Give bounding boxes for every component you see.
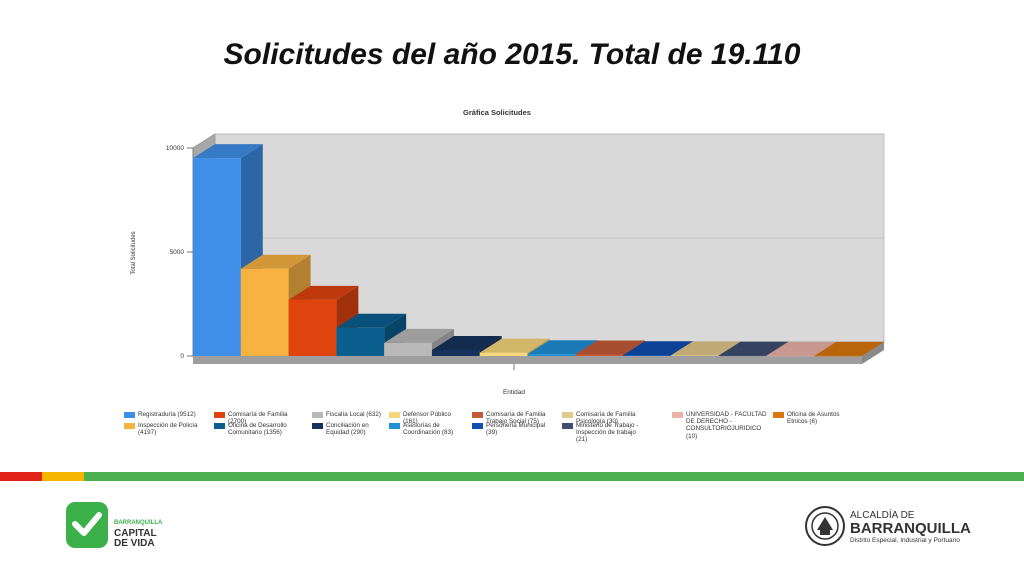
bar-front <box>670 355 719 356</box>
brand-line-1: BARRANQUILLA <box>114 520 163 526</box>
legend-swatch <box>312 412 323 418</box>
bar-top <box>623 341 693 356</box>
legend-swatch <box>472 423 483 429</box>
alcaldia-barranquilla-logo: ALCALDÍA DE BARRANQUILLA Distrito Especi… <box>804 500 974 552</box>
legend-swatch <box>562 423 573 429</box>
legend-item: Ministerio de Trabajo -Inspección de tra… <box>562 422 640 444</box>
bar-front <box>288 299 337 356</box>
legend-label: Oficina de Asuntos Etnicos (6) <box>787 411 840 426</box>
bar-front <box>193 158 241 356</box>
legend-swatch <box>389 412 400 418</box>
plot-floor-side <box>862 342 884 364</box>
legend-item: Personería Municipal (39) <box>472 422 550 436</box>
bar-top <box>718 341 789 356</box>
legend-label: Comisaría de Familia (2700) <box>228 411 288 426</box>
plot-floor-edge <box>193 356 862 364</box>
legend-label: Personería Municipal (39) <box>486 422 546 437</box>
bar-front <box>336 327 385 356</box>
check-shield-icon <box>66 502 108 548</box>
stripe-green <box>84 472 1024 481</box>
y-tick-label: 10000 <box>166 145 184 152</box>
bar-14 <box>814 341 884 357</box>
legend-label: UNIVERSIDAD - FACULTAD DE DERECHO - CONS… <box>686 411 767 440</box>
legend-swatch <box>214 412 225 418</box>
bar-top <box>766 341 837 356</box>
bar-front <box>527 354 576 356</box>
bar-top <box>527 340 598 355</box>
city-seal-icon <box>805 506 845 546</box>
alcaldia-line-1: ALCALDÍA DE <box>850 510 915 521</box>
bar-top <box>814 341 884 356</box>
legend-label: Comisaría de Familia Psicología (30) <box>576 411 636 426</box>
alcaldia-line-3: Distrito Especial, Industrial y Portuari… <box>850 537 960 544</box>
legend-label: Conciliación en Equidad (290) <box>326 422 369 437</box>
bar-top <box>288 285 359 300</box>
legend-label: Registraduría (9512) <box>138 411 196 418</box>
legend-swatch <box>773 412 784 418</box>
stripe-red <box>0 472 42 481</box>
bar-front <box>623 355 671 356</box>
legend-item: Inspección de Policía (4197) <box>124 422 202 436</box>
y-tick-label: 5000 <box>170 249 185 256</box>
legend-label: Ministerio de Trabajo -Inspección de tra… <box>576 422 639 444</box>
bar-front <box>766 355 815 357</box>
legend-item: Comisaría de Familia (2700) <box>214 411 292 425</box>
legend-item: Fiscalía Local (632) <box>312 411 390 418</box>
chart-legend: Registraduría (9512) Comisaría de Familia… <box>124 411 864 471</box>
y-tick-label: 0 <box>180 353 184 360</box>
legend-item: Conciliación en Equidad (290) <box>312 422 390 436</box>
legend-swatch <box>214 423 225 429</box>
legend-swatch <box>389 423 400 429</box>
legend-item: Comisaría de Familia Trabajo Social (75) <box>472 411 550 425</box>
legend-label: Defensor Público (161) <box>403 411 451 426</box>
legend-label: Inspección de Policía (4197) <box>138 422 198 437</box>
bar-front <box>240 268 289 356</box>
alcaldia-line-2: BARRANQUILLA <box>850 520 971 537</box>
bar-chart: Gráfica Solicitudes 0 5000 10000 Total Sol… <box>131 108 886 396</box>
barranquilla-capital-de-vida-logo: BARRANQUILLA CAPITAL DE VIDA <box>66 500 176 552</box>
bar-top <box>240 254 311 269</box>
legend-swatch <box>472 412 483 418</box>
legend-item: UNIVERSIDAD - FACULTAD DE DERECHO - CONS… <box>672 411 772 440</box>
bar-side <box>862 341 884 356</box>
legend-label: Oficina de Desarrollo Comunitario (1356) <box>228 422 287 437</box>
legend-swatch <box>562 412 573 418</box>
chart-title: Gráfica Solicitudes <box>463 108 531 117</box>
legend-item: Comisaría de Familia Psicología (30) <box>562 411 640 425</box>
bars <box>193 144 884 357</box>
brand-line-2: CAPITAL <box>114 528 157 539</box>
legend-swatch <box>672 412 683 418</box>
legend-item: Asesorías de Coordinación (83) <box>389 422 467 436</box>
legend-swatch <box>124 412 135 418</box>
grid-line-side <box>192 133 216 149</box>
legend-label: Comisaría de Familia Trabajo Social (75) <box>486 411 546 426</box>
legend-item: Defensor Público (161) <box>389 411 467 425</box>
bar-top <box>575 340 646 355</box>
legend-item: Oficina de Desarrollo Comunitario (1356) <box>214 422 292 436</box>
legend-swatch <box>312 423 323 429</box>
slide-title: Solicitudes del año 2015. Total de 19.11… <box>223 38 801 71</box>
legend-item: Oficina de Asuntos Etnicos (6) <box>773 411 851 425</box>
brand-line-3: DE VIDA <box>114 538 155 549</box>
bar-top <box>479 338 550 353</box>
legend-swatch <box>124 423 135 429</box>
legend-label: Asesorías de Coordinación (83) <box>403 422 454 437</box>
bar-front <box>384 342 432 356</box>
legend-item: Registraduría (9512) <box>124 411 202 418</box>
bar-front <box>718 355 767 357</box>
legend-label: Fiscalía Local (632) <box>326 411 381 418</box>
x-axis-label: Entidad <box>503 389 525 396</box>
y-axis-label: Total Solicitudes <box>131 231 137 274</box>
bar-top <box>193 144 263 159</box>
bar-top <box>431 335 502 350</box>
bar-top <box>670 341 741 356</box>
bar-top <box>384 328 454 343</box>
stripe-yellow <box>42 472 84 481</box>
bar-front <box>814 355 862 357</box>
bar-front <box>575 354 624 356</box>
bar-front <box>479 352 528 356</box>
bar-top <box>336 313 407 328</box>
bar-front <box>431 349 480 356</box>
